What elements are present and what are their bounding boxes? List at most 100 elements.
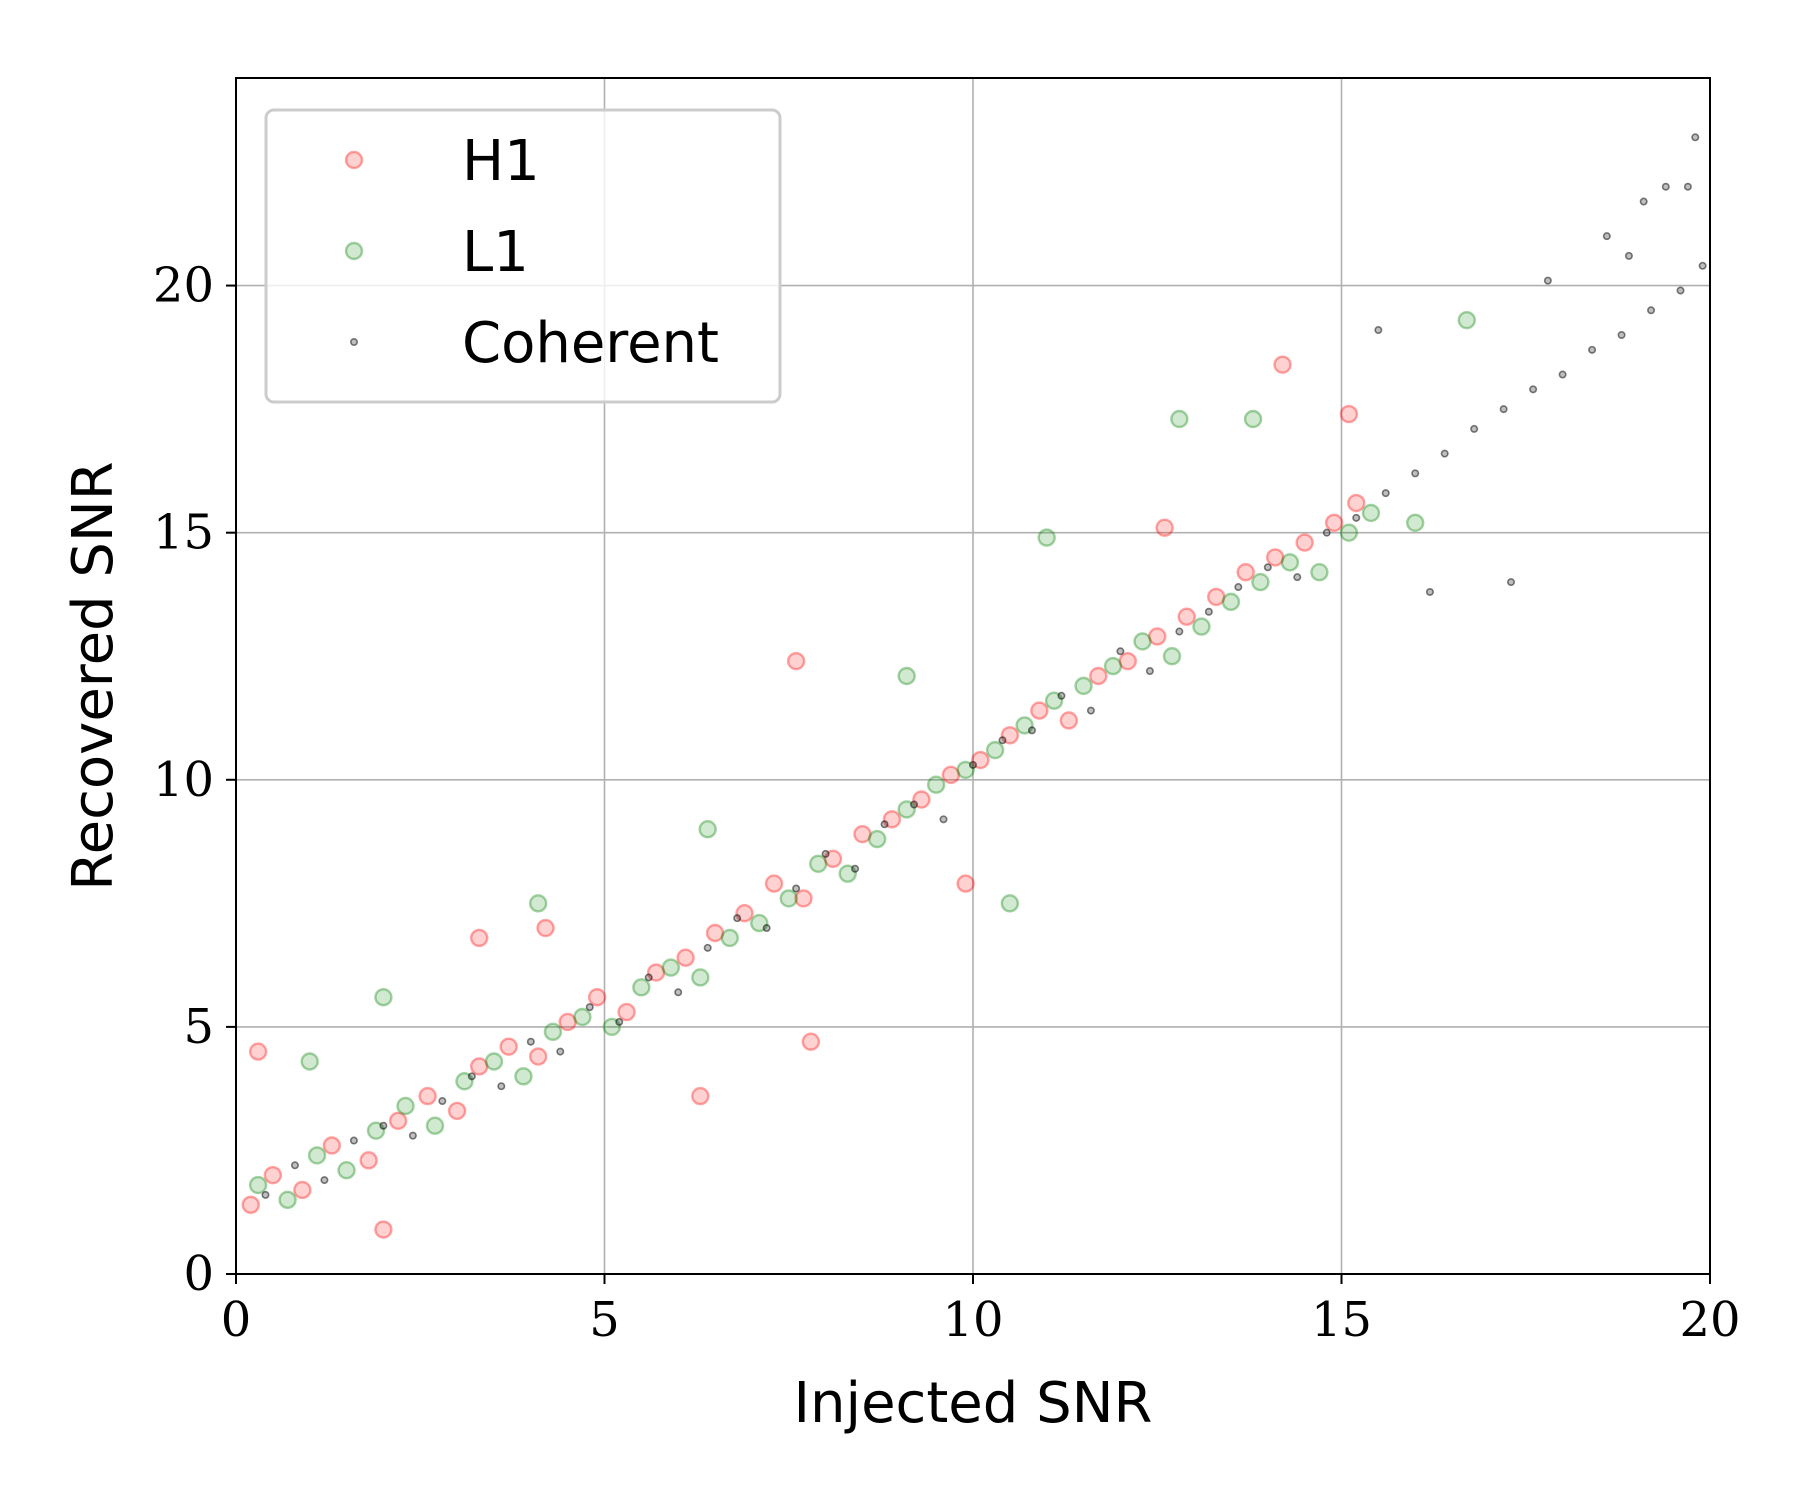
point-l1 bbox=[1310, 563, 1329, 582]
point-coherent bbox=[1381, 489, 1390, 498]
point-coherent bbox=[526, 1037, 535, 1046]
legend-marker-coherent bbox=[349, 337, 358, 346]
point-l1 bbox=[1243, 409, 1263, 429]
point-coherent bbox=[556, 1047, 565, 1056]
point-coherent bbox=[1204, 607, 1213, 616]
point-h1 bbox=[499, 1037, 518, 1056]
point-coherent bbox=[821, 849, 830, 858]
point-l1 bbox=[809, 854, 828, 874]
point-l1 bbox=[897, 666, 916, 686]
point-coherent bbox=[910, 800, 919, 809]
point-h1 bbox=[322, 1136, 342, 1155]
legend-box bbox=[264, 108, 782, 404]
point-l1 bbox=[1457, 310, 1476, 330]
point-coherent bbox=[408, 1131, 417, 1140]
y-tick-label: 15 bbox=[153, 505, 214, 561]
point-h1 bbox=[691, 1086, 710, 1106]
point-l1 bbox=[484, 1052, 504, 1071]
point-l1 bbox=[543, 1022, 563, 1042]
point-coherent bbox=[1507, 578, 1516, 587]
legend-marker-h1 bbox=[344, 150, 364, 170]
point-l1 bbox=[1037, 528, 1056, 547]
point-h1 bbox=[1177, 607, 1196, 626]
point-coherent bbox=[1027, 726, 1036, 735]
point-coherent bbox=[792, 884, 801, 893]
y-tick-label: 5 bbox=[183, 999, 214, 1055]
point-l1 bbox=[661, 958, 681, 977]
point-h1 bbox=[676, 948, 695, 967]
point-h1 bbox=[528, 1047, 548, 1066]
point-h1 bbox=[388, 1111, 408, 1130]
point-coherent bbox=[438, 1097, 447, 1106]
point-coherent bbox=[1617, 330, 1626, 339]
point-l1 bbox=[632, 978, 651, 997]
point-h1 bbox=[1265, 548, 1285, 567]
point-coherent bbox=[1639, 197, 1648, 206]
point-l1 bbox=[573, 1007, 592, 1027]
point-l1 bbox=[248, 1175, 268, 1195]
point-coherent bbox=[1661, 182, 1670, 191]
point-coherent bbox=[379, 1121, 388, 1130]
point-h1 bbox=[447, 1101, 467, 1121]
point-l1 bbox=[1103, 656, 1123, 676]
point-coherent bbox=[939, 815, 948, 824]
point-coherent bbox=[1352, 513, 1361, 522]
y-tick-label: 0 bbox=[183, 1246, 214, 1302]
data-points bbox=[241, 133, 1707, 1239]
x-tick-label: 5 bbox=[589, 1292, 620, 1348]
point-h1 bbox=[359, 1151, 378, 1170]
point-coherent bbox=[1440, 449, 1449, 458]
point-l1 bbox=[691, 968, 710, 987]
point-l1 bbox=[1280, 553, 1300, 572]
axis-ticks: 0 5 10 15 20 0 5 10 15 20 bbox=[153, 258, 1741, 1348]
point-l1 bbox=[307, 1146, 327, 1165]
point-l1 bbox=[1192, 617, 1211, 636]
point-coherent bbox=[1698, 261, 1707, 270]
point-coherent bbox=[1234, 583, 1243, 592]
point-coherent bbox=[1425, 587, 1434, 596]
point-coherent bbox=[1588, 345, 1597, 354]
point-l1 bbox=[374, 988, 393, 1007]
point-l1 bbox=[396, 1096, 415, 1116]
point-h1 bbox=[853, 824, 872, 844]
point-coherent bbox=[674, 988, 683, 997]
point-coherent bbox=[1543, 276, 1552, 285]
point-l1 bbox=[779, 889, 798, 908]
legend-label-coherent: Coherent bbox=[462, 311, 719, 376]
point-coherent bbox=[585, 1003, 594, 1012]
point-l1 bbox=[337, 1161, 356, 1180]
point-h1 bbox=[558, 1012, 577, 1032]
point-h1 bbox=[705, 923, 725, 943]
point-h1 bbox=[1089, 666, 1108, 686]
point-coherent bbox=[1624, 251, 1633, 260]
point-h1 bbox=[293, 1180, 312, 1200]
point-coherent bbox=[1529, 385, 1538, 394]
point-coherent bbox=[1602, 232, 1611, 241]
point-l1 bbox=[926, 775, 946, 794]
point-coherent bbox=[968, 760, 977, 769]
point-coherent bbox=[320, 1176, 329, 1185]
point-h1 bbox=[617, 1002, 636, 1022]
point-l1 bbox=[985, 740, 1005, 760]
point-h1 bbox=[470, 1057, 489, 1076]
point-h1 bbox=[794, 889, 813, 908]
point-coherent bbox=[497, 1082, 506, 1091]
point-coherent bbox=[851, 864, 860, 873]
point-h1 bbox=[536, 918, 555, 938]
point-l1 bbox=[1405, 513, 1425, 532]
point-coherent bbox=[349, 1136, 358, 1145]
point-l1 bbox=[867, 829, 887, 849]
point-l1 bbox=[1000, 894, 1020, 913]
point-coherent bbox=[1322, 528, 1331, 537]
point-coherent bbox=[1293, 573, 1302, 582]
point-coherent bbox=[733, 914, 742, 923]
point-h1 bbox=[941, 765, 961, 785]
point-h1 bbox=[1347, 493, 1366, 513]
point-h1 bbox=[470, 928, 489, 948]
point-coherent bbox=[1086, 706, 1095, 715]
point-coherent bbox=[1499, 405, 1508, 414]
point-l1 bbox=[1162, 647, 1182, 666]
point-h1 bbox=[587, 988, 607, 1007]
y-tick-label: 10 bbox=[153, 752, 214, 808]
